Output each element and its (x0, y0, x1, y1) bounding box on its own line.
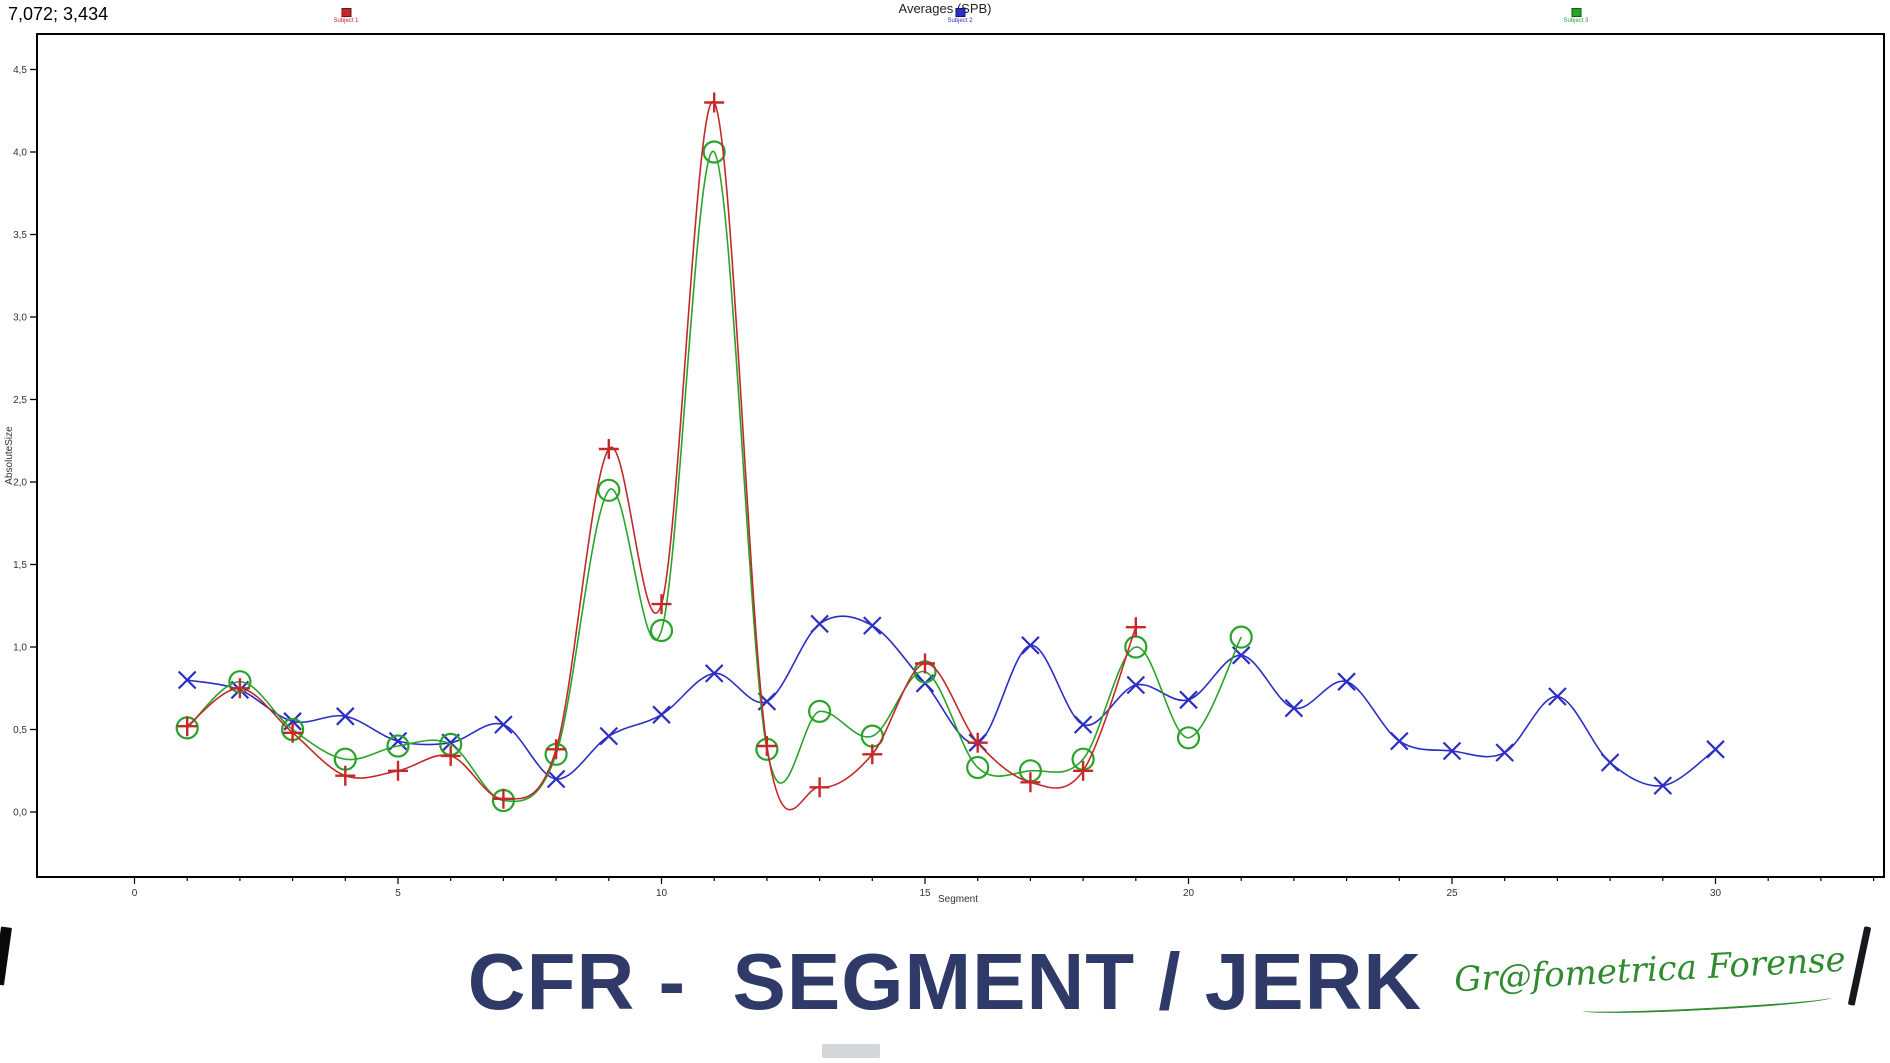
figure-caption: CFR - SEGMENT / JERK (467, 937, 1423, 1026)
cursor-coordinates-readout: 7,072; 3,434 (8, 4, 109, 24)
legend-item-label: Subject 3 (1563, 18, 1589, 24)
data-point-plus-marker (967, 732, 988, 753)
data-point-x-marker (1600, 753, 1620, 772)
legend-item-label: Subject 1 (333, 18, 359, 24)
legend-swatch-icon (955, 8, 965, 17)
data-point-circle-marker (1176, 726, 1201, 750)
data-point-plus-marker (282, 722, 303, 743)
data-point-x-marker (1126, 675, 1146, 695)
y-tick-label: 4,5 (13, 65, 27, 76)
data-point-x-marker (1021, 636, 1040, 655)
legend-swatch-icon (1571, 8, 1581, 17)
data-point-plus-marker (1125, 617, 1146, 638)
data-point-circle-marker (966, 755, 990, 780)
y-tick-label: 4,0 (13, 148, 27, 159)
data-point-plus-marker (1073, 760, 1094, 781)
data-point-x-marker (599, 726, 619, 746)
data-point-x-marker (863, 616, 882, 635)
x-tick-label: 20 (1183, 888, 1195, 899)
x-tick-label: 25 (1446, 888, 1458, 899)
data-point-x-marker (336, 707, 355, 726)
series-subject-1-line (186, 101, 1137, 811)
data-point-x-marker (1706, 740, 1725, 759)
legend-item-subject-3[interactable]: Subject 3 (1563, 8, 1589, 25)
data-point-x-marker (810, 614, 829, 634)
legend-swatch-icon (341, 8, 351, 17)
data-point-x-marker (494, 715, 513, 734)
data-point-plus-marker (440, 745, 461, 766)
data-point-plus-marker (598, 439, 619, 459)
x-tick-label: 15 (919, 888, 931, 899)
data-point-x-marker (1337, 672, 1356, 691)
data-point-circle-marker (1229, 625, 1253, 649)
data-point-x-marker (1653, 776, 1673, 795)
data-point-plus-marker (915, 653, 935, 674)
y-axis-label: AbsoluteSize (4, 426, 15, 485)
data-point-x-marker (1179, 690, 1198, 710)
data-point-x-marker (177, 670, 197, 690)
y-tick-label: 1,5 (13, 560, 27, 571)
x-axis-label: Segment (938, 894, 978, 905)
x-tick-label: 10 (656, 888, 668, 899)
data-point-plus-marker (335, 765, 356, 786)
y-tick-label: 3,5 (13, 230, 27, 241)
data-point-plus-marker (229, 678, 250, 699)
data-point-x-marker (704, 664, 724, 683)
y-tick-label: 2,0 (13, 478, 27, 489)
y-tick-label: 0,5 (13, 725, 27, 736)
plot-border (36, 33, 1885, 878)
x-tick-label: 30 (1710, 888, 1722, 899)
legend-item-subject-1[interactable]: Subject 1 (333, 8, 359, 25)
legend-item-subject-2[interactable]: Subject 2 (947, 8, 973, 25)
chart-title: Averages (SPB) (898, 1, 992, 16)
x-tick-label: 0 (132, 888, 138, 899)
data-point-circle-marker (807, 699, 832, 724)
data-point-circle-marker (702, 140, 726, 164)
data-point-plus-marker (493, 788, 514, 809)
data-point-plus-marker (651, 594, 672, 615)
data-point-circle-marker (597, 478, 621, 502)
data-point-plus-marker (704, 92, 725, 113)
x-tick-label: 5 (395, 888, 401, 899)
data-point-plus-marker (177, 716, 198, 737)
data-point-plus-marker (809, 777, 830, 798)
y-tick-label: 1,0 (13, 643, 27, 654)
data-point-x-marker (546, 769, 566, 789)
data-point-plus-marker (1020, 772, 1041, 793)
bottom-smudge (822, 1044, 880, 1058)
data-point-x-marker (1284, 698, 1304, 718)
data-point-x-marker (1073, 715, 1093, 734)
legend-item-label: Subject 2 (947, 18, 973, 24)
data-point-plus-marker (756, 736, 777, 756)
data-point-circle-marker (386, 734, 410, 758)
y-tick-label: 0,0 (13, 808, 27, 819)
data-point-x-marker (1390, 731, 1409, 751)
data-point-x-marker (1548, 687, 1567, 706)
y-tick-label: 2,5 (13, 395, 27, 406)
data-point-x-marker (652, 705, 671, 724)
data-point-plus-marker (388, 760, 408, 781)
y-tick-label: 3,0 (13, 313, 27, 324)
data-point-x-marker (1442, 741, 1462, 761)
data-point-x-marker (1495, 743, 1514, 762)
data-point-plus-marker (546, 739, 567, 760)
series-subject-2-line (187, 615, 1716, 787)
data-point-plus-marker (862, 744, 883, 765)
data-point-circle-marker (649, 618, 674, 643)
series-subject-3-line (186, 151, 1242, 803)
